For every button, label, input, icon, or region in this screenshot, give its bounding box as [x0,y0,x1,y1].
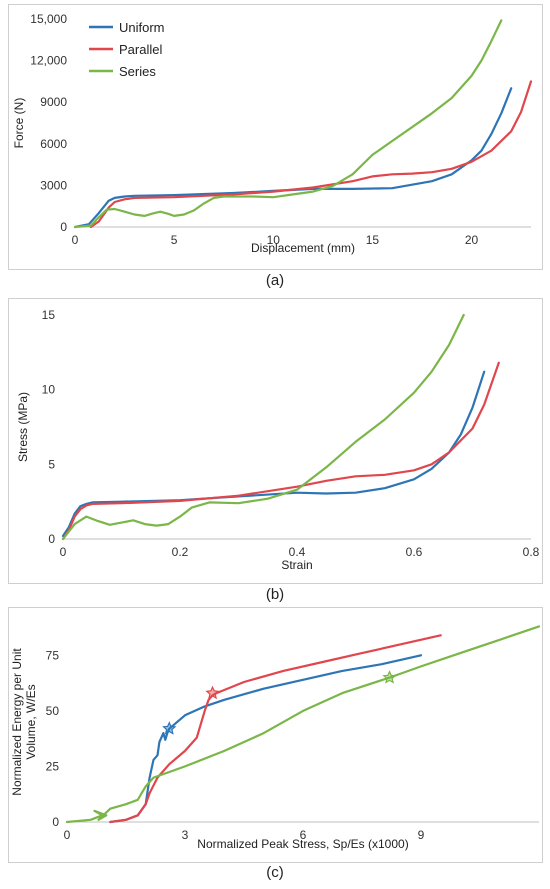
y-axis-title: Force (N) [12,98,26,149]
star-marker-uniform [162,721,177,735]
star-marker-parallel [205,685,220,700]
caption-a: (a) [265,272,285,289]
y-tick-label: 0 [60,220,67,234]
legend-label-series: Series [119,64,156,79]
y-tick-label: 12,000 [30,54,67,68]
x-tick-label: 0.4 [289,545,306,559]
x-tick-label: 0.8 [523,545,540,559]
y-tick-label: 50 [46,704,60,718]
x-axis-title: Normalized Peak Stress, Sp/Es (x1000) [197,837,408,851]
star-marker-series [382,670,397,684]
x-tick-label: 0.2 [172,545,189,559]
series-line-series [61,313,465,541]
x-tick-label: 0 [72,233,79,247]
legend-label-uniform: Uniform [119,20,165,35]
y-tick-label: 5 [48,457,55,471]
x-tick-label: 20 [465,233,479,247]
y-tick-label: 9000 [40,95,67,109]
y-tick-label: 3000 [40,178,67,192]
x-tick-label: 10 [267,233,281,247]
y-axis-title: Stress (MPa) [16,392,30,462]
series-line-parallel [109,634,442,824]
y-tick-label: 15,000 [30,12,67,26]
x-tick-label: 0 [60,545,67,559]
caption-b: (b) [265,586,285,603]
chart-a: 0 3000 6000 9000 12,000 15,000 0 5 10 15 20 Displac… [8,4,543,270]
x-tick-label: 3 [182,828,189,842]
legend-label-parallel: Parallel [119,42,162,57]
y-axis-title-line: Normalized Energy per Unit [10,648,24,796]
y-tick-label: 0 [48,532,55,546]
chart-c: 0 25 50 75 0 3 6 9 Normalized Peak Stress, Sp/Es… [8,607,543,863]
series-line-uniform [73,87,513,229]
x-tick-label: 15 [366,233,380,247]
series-line-series [65,625,541,824]
series-line-parallel [61,361,500,541]
x-axis-title: Strain [281,558,312,572]
x-tick-label: 0 [64,828,71,842]
y-tick-label: 6000 [40,137,67,151]
x-tick-label: 9 [418,828,425,842]
x-tick-label: 6 [300,828,307,842]
series-line-uniform [109,654,423,824]
x-tick-label: 0.6 [406,545,423,559]
caption-c: (c) [266,864,284,881]
y-tick-label: 10 [42,383,56,397]
series-line-series [73,19,503,229]
x-tick-label: 5 [171,233,178,247]
chart-c-svg: 0 25 50 75 0 3 6 9 Normalized Peak Stress, Sp/Es… [10,625,541,851]
chart-a-svg: 0 3000 6000 9000 12,000 15,000 0 5 10 15 20 Displac… [12,12,533,255]
y-tick-label: 15 [42,308,56,322]
y-tick-label: 0 [52,815,59,829]
series-line-uniform [61,370,486,538]
series-line-parallel [89,80,533,229]
y-tick-label: 25 [46,759,60,773]
y-axis-title-line: Volume, W/Es [24,684,38,759]
y-tick-label: 75 [46,648,60,662]
chart-b-svg: 0 5 10 15 0 0.2 0.4 0.6 0.8 Strain Stress (MPa) [16,308,540,572]
x-axis-title: Displacement (mm) [251,241,355,255]
chart-b: 0 5 10 15 0 0.2 0.4 0.6 0.8 Strain Stress (MPa) [8,298,543,584]
